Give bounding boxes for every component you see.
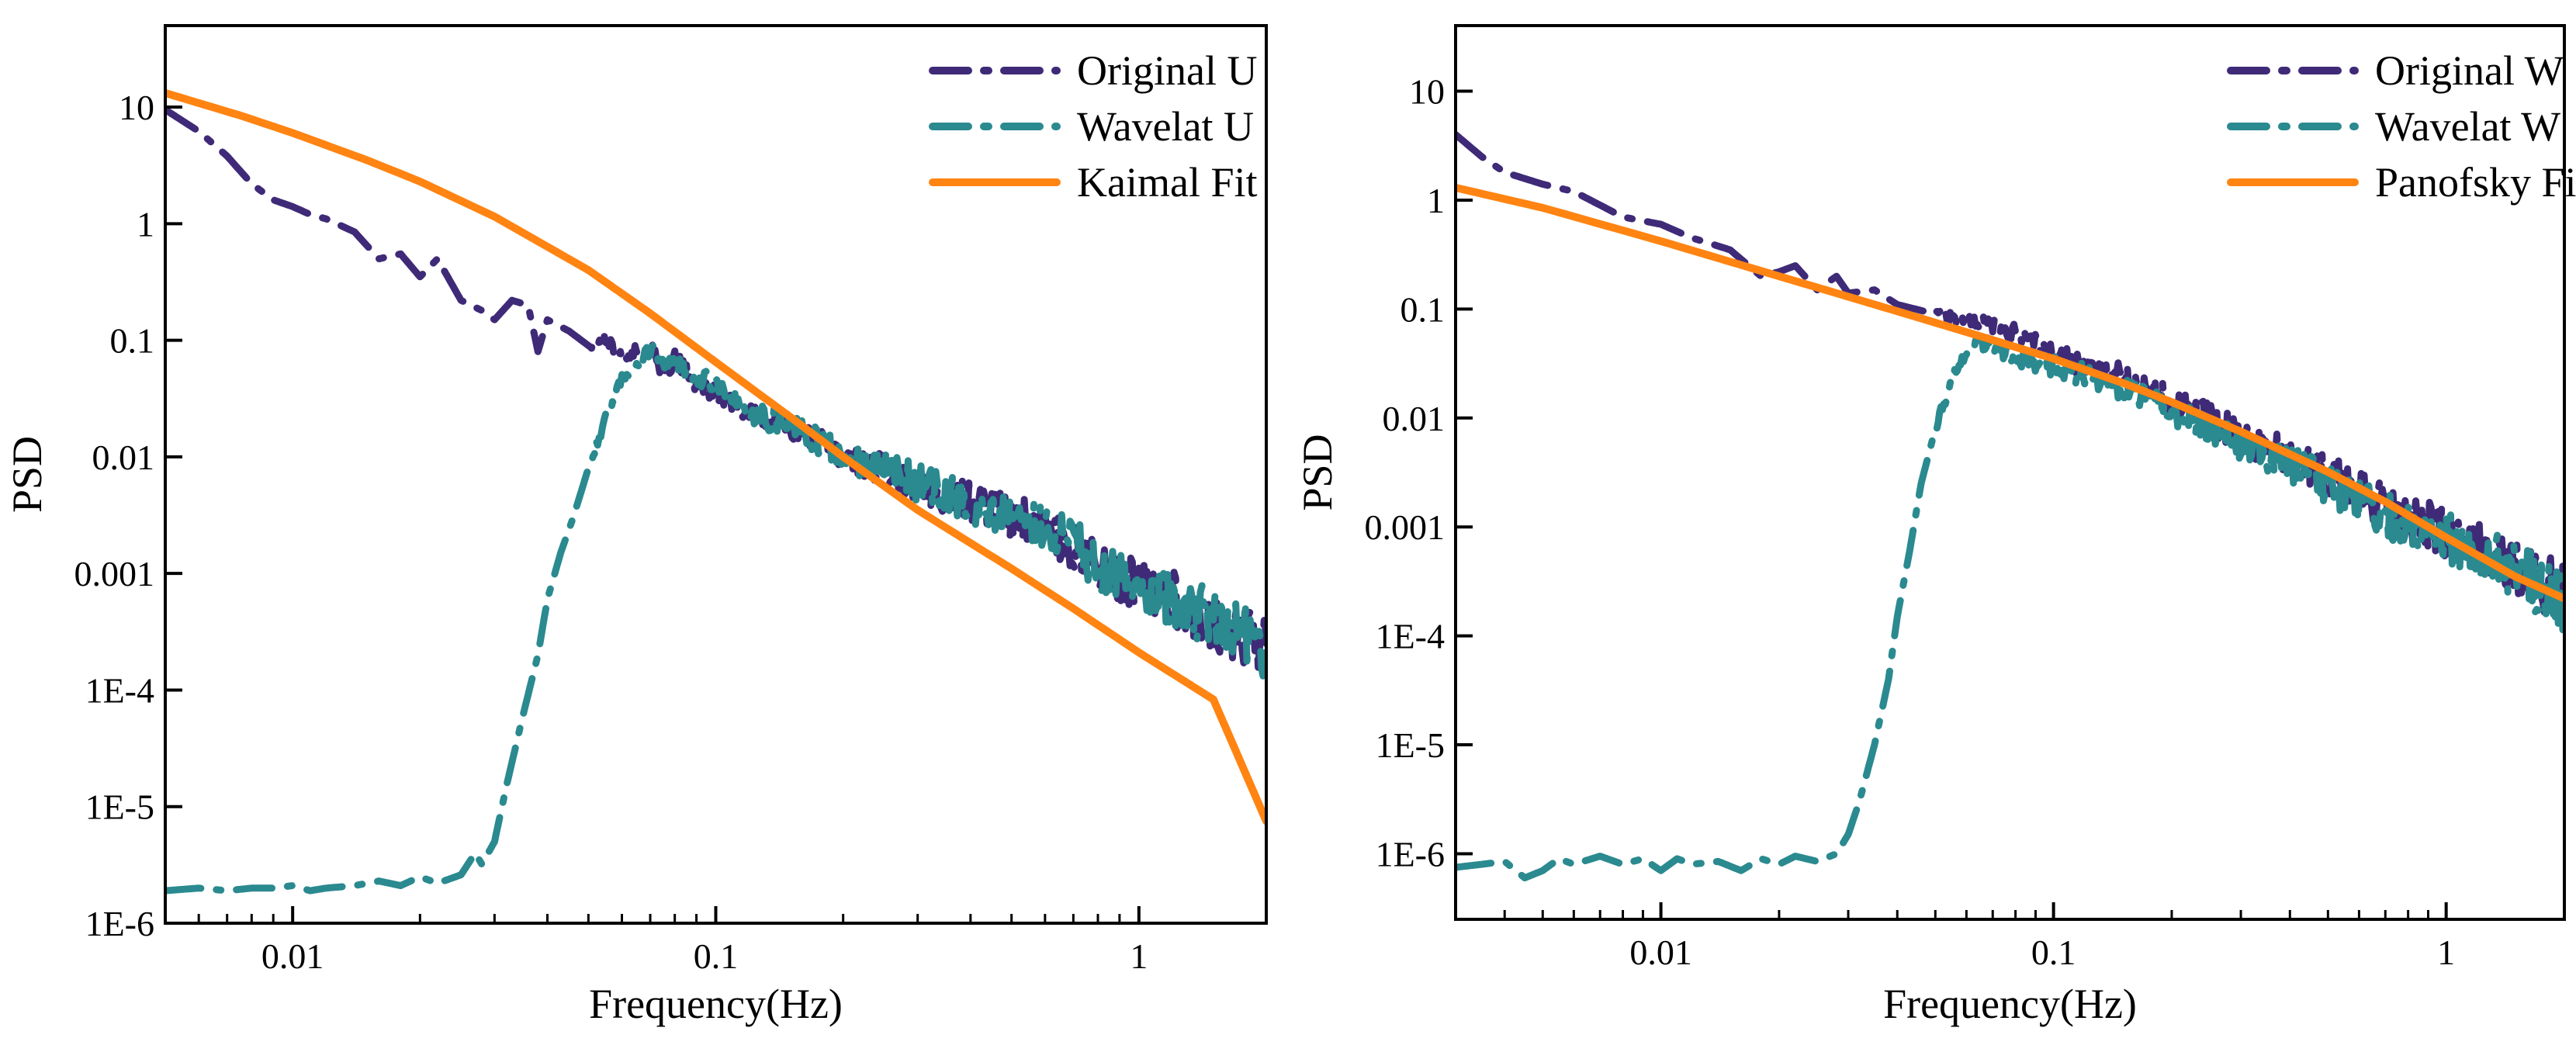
x-axis-title: Frequency(Hz) (589, 981, 843, 1027)
legend-label: Original W (2375, 47, 2564, 94)
chart-w-spectrum: 0.01 0.1 1 10 1 0.1 0.01 0.001 1E-4 1E-5 1E-6 Frequ… (1294, 24, 2576, 1027)
legend-label: Wavelat U (1077, 103, 1254, 150)
x-tick-label: 0.1 (2031, 933, 2076, 972)
plot-area (165, 88, 1266, 894)
legend-label: Wavelat W (2375, 103, 2560, 150)
legend-label: Kaimal Fit (1077, 159, 1257, 206)
y-tick-label: 1E-4 (85, 670, 154, 710)
y-tick-label: 1E-5 (85, 787, 154, 827)
x-axis-title: Frequency(Hz) (1883, 981, 2137, 1027)
y-tick-label: 0.001 (1365, 507, 1446, 547)
x-tick-label: 0.1 (694, 936, 739, 976)
plot-area (1456, 130, 2564, 882)
y-tick-label: 1E-4 (1376, 617, 1445, 656)
x-tick-label: 0.01 (1629, 933, 1692, 972)
y-tick-label: 1 (1427, 181, 1445, 220)
plot-frame (1454, 24, 2566, 921)
legend: Original U Wavelat U Kaimal Fit (929, 47, 1257, 206)
y-tick-label: 0.001 (74, 554, 155, 593)
y-tick-label: 0.1 (1401, 289, 1446, 329)
y-axis-title: PSD (1294, 434, 1341, 510)
y-tick-label: 0.1 (110, 321, 155, 361)
chart-u-spectrum: 0.01 0.1 1 10 1 0.1 0.01 0.001 1E-4 1E-5 1E-6 Frequ… (4, 24, 1268, 1027)
series-line-kaimal-fit (165, 88, 1266, 825)
series-line-wavelat-u (165, 341, 1266, 894)
y-tick-label: 1E-5 (1376, 725, 1445, 765)
y-tick-label: 1 (137, 204, 154, 244)
x-tick-label: 1 (2437, 933, 2455, 972)
series-line-original-w (1456, 130, 2564, 620)
x-tick-label: 0.01 (261, 936, 324, 976)
minor-ticks (164, 914, 1268, 923)
y-tick-label: 0.01 (1383, 399, 1446, 438)
minor-ticks (1454, 910, 2566, 919)
series-line-wavelat-w (1456, 334, 2564, 882)
x-tick-label: 1 (1130, 936, 1148, 976)
y-tick-label: 1E-6 (1376, 834, 1445, 874)
y-tick-label: 10 (119, 88, 154, 127)
legend-label: Panofsky Fit (2375, 159, 2576, 206)
y-tick-label: 10 (1409, 72, 1445, 112)
y-axis-title: PSD (4, 436, 50, 513)
y-tick-label: 1E-6 (85, 904, 154, 943)
legend: Original W Wavelat W Panofsky Fit (2227, 47, 2576, 206)
series-line-panofsky-fit (1456, 184, 2564, 603)
y-tick-label: 0.01 (92, 438, 155, 477)
legend-label: Original U (1077, 47, 1257, 94)
